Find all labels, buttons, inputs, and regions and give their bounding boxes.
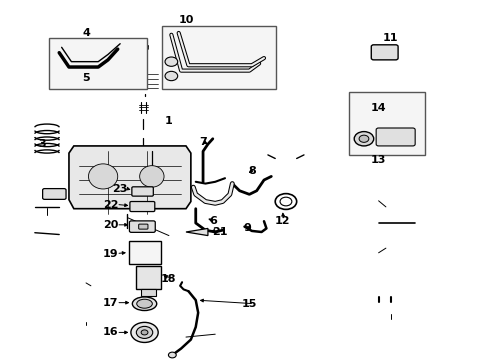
Text: 15: 15: [241, 299, 257, 309]
Text: 5: 5: [82, 73, 90, 83]
FancyBboxPatch shape: [132, 187, 153, 196]
Text: 16: 16: [102, 327, 118, 337]
Ellipse shape: [88, 164, 118, 189]
FancyBboxPatch shape: [129, 221, 155, 232]
Text: 20: 20: [102, 220, 118, 230]
Circle shape: [136, 327, 152, 338]
Text: 10: 10: [178, 15, 193, 26]
Circle shape: [358, 135, 368, 142]
Text: 2: 2: [53, 191, 61, 201]
Circle shape: [141, 330, 148, 335]
FancyBboxPatch shape: [130, 202, 155, 212]
Text: 11: 11: [382, 33, 398, 43]
Text: 12: 12: [274, 216, 290, 226]
Circle shape: [168, 352, 176, 358]
Text: 18: 18: [161, 274, 176, 284]
Text: 7: 7: [199, 138, 206, 147]
Text: 8: 8: [247, 166, 255, 176]
Polygon shape: [185, 228, 207, 235]
Text: 17: 17: [102, 298, 118, 308]
Text: 23: 23: [112, 184, 127, 194]
Bar: [49, 39, 147, 89]
Polygon shape: [69, 146, 190, 209]
Text: 21: 21: [212, 227, 227, 237]
Bar: [136, 266, 160, 289]
Text: 14: 14: [370, 103, 386, 113]
Text: 4: 4: [82, 28, 90, 38]
FancyBboxPatch shape: [139, 224, 148, 229]
Bar: [141, 289, 156, 296]
Text: 13: 13: [370, 155, 386, 165]
Ellipse shape: [140, 166, 163, 187]
Bar: [129, 241, 160, 264]
Ellipse shape: [137, 299, 152, 308]
FancyBboxPatch shape: [375, 128, 414, 146]
Text: 19: 19: [102, 248, 118, 258]
Circle shape: [131, 322, 158, 342]
FancyBboxPatch shape: [370, 45, 397, 60]
Text: 3: 3: [38, 139, 46, 149]
Bar: [161, 26, 276, 89]
Circle shape: [353, 132, 373, 146]
FancyBboxPatch shape: [42, 189, 66, 199]
Circle shape: [164, 71, 177, 81]
Bar: [348, 92, 424, 155]
Circle shape: [164, 57, 177, 66]
Text: 6: 6: [208, 216, 216, 226]
Text: 9: 9: [243, 224, 250, 233]
Text: 22: 22: [102, 200, 118, 210]
Text: 1: 1: [165, 116, 172, 126]
Ellipse shape: [132, 297, 157, 311]
